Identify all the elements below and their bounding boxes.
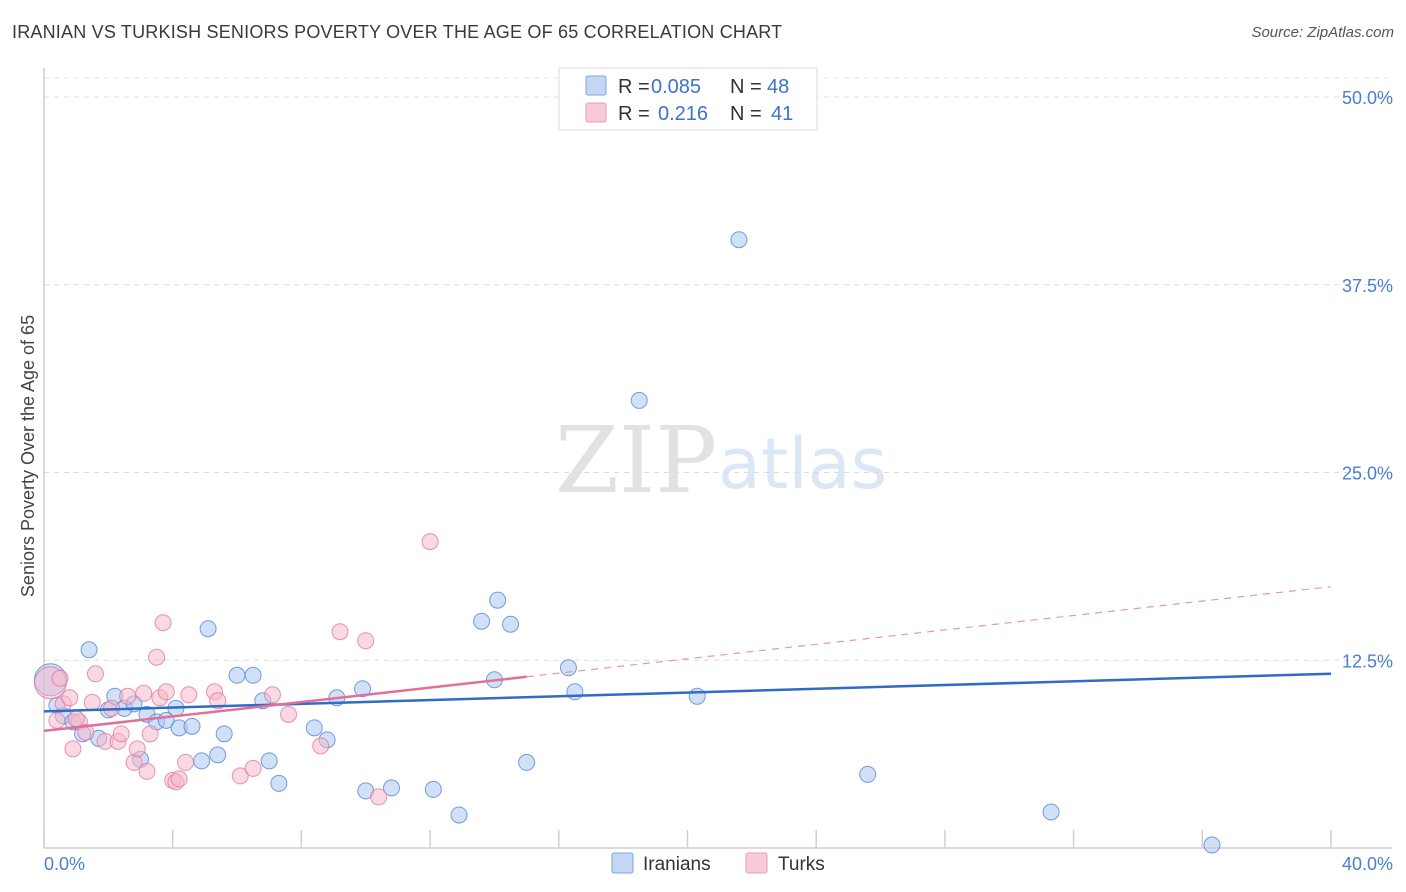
data-point bbox=[215, 725, 233, 743]
legend-swatch-turks bbox=[585, 102, 607, 123]
data-point bbox=[473, 612, 491, 630]
series-swatch-iranians bbox=[611, 852, 634, 874]
series-turks bbox=[33, 533, 439, 806]
data-point bbox=[83, 693, 101, 711]
data-point bbox=[357, 632, 375, 650]
data-point bbox=[183, 717, 201, 735]
data-point bbox=[141, 725, 159, 743]
data-point bbox=[154, 614, 172, 632]
y-tick-label: 25.0% bbox=[1342, 464, 1393, 484]
data-point bbox=[859, 765, 877, 783]
data-point bbox=[170, 770, 188, 788]
data-point bbox=[67, 710, 85, 728]
data-point bbox=[86, 665, 104, 683]
data-point bbox=[119, 687, 137, 705]
legend-r-value-2: 0.216 bbox=[658, 103, 708, 125]
data-point bbox=[51, 669, 69, 687]
y-tick-label: 37.5% bbox=[1342, 276, 1393, 296]
data-point bbox=[1042, 803, 1060, 821]
data-point bbox=[199, 620, 217, 638]
data-point bbox=[305, 719, 323, 737]
legend-swatch-iranians bbox=[585, 75, 607, 96]
data-point bbox=[244, 759, 262, 777]
data-point bbox=[180, 686, 198, 704]
data-point bbox=[421, 533, 439, 551]
series-label-turks: Turks bbox=[778, 854, 825, 875]
legend-r-label-1: R = bbox=[618, 76, 650, 98]
data-point bbox=[502, 615, 520, 633]
data-point bbox=[263, 686, 281, 704]
trend-extension-turks bbox=[526, 586, 1332, 678]
data-point bbox=[518, 753, 536, 771]
data-point bbox=[177, 753, 195, 771]
data-point bbox=[157, 683, 175, 701]
data-point bbox=[112, 725, 130, 743]
series-iranians bbox=[33, 231, 1221, 854]
data-point bbox=[228, 666, 246, 684]
y-tick-label: 50.0% bbox=[1342, 88, 1393, 108]
x-tick-label-max: 40.0% bbox=[1342, 854, 1393, 874]
chart-title: IRANIAN VS TURKISH SENIORS POVERTY OVER … bbox=[12, 22, 783, 42]
correlation-legend: R = 0.085 N = 48 R = 0.216 N = 41 bbox=[558, 67, 818, 131]
legend-n-label-1: N = bbox=[730, 76, 762, 98]
data-point bbox=[688, 687, 706, 705]
series-label-iranians: Iranians bbox=[643, 854, 711, 875]
y-tick-label: 12.5% bbox=[1342, 651, 1393, 671]
data-point bbox=[138, 762, 156, 780]
data-point bbox=[1203, 836, 1221, 854]
data-point bbox=[424, 780, 442, 798]
data-point bbox=[559, 659, 577, 677]
series-legend: Iranians Turks bbox=[611, 852, 825, 875]
data-point bbox=[244, 666, 262, 684]
data-point bbox=[64, 740, 82, 758]
data-point bbox=[370, 788, 388, 806]
legend-n-label-2: N = bbox=[730, 103, 762, 125]
legend-n-value-2: 41 bbox=[771, 103, 793, 125]
data-point bbox=[80, 641, 98, 659]
data-point bbox=[231, 767, 249, 785]
watermark-atlas: atlas bbox=[718, 423, 887, 505]
data-point bbox=[61, 689, 79, 707]
y-tick-labels: 12.5% 25.0% 37.5% 50.0% bbox=[1342, 88, 1393, 671]
axes bbox=[43, 68, 1392, 849]
data-point bbox=[128, 740, 146, 758]
data-point bbox=[566, 683, 584, 701]
data-point bbox=[312, 737, 330, 755]
data-point bbox=[209, 746, 227, 764]
legend-r-label-2: R = bbox=[618, 103, 650, 125]
trend-line-turks bbox=[43, 675, 527, 733]
data-point bbox=[280, 705, 298, 723]
data-point bbox=[260, 752, 278, 770]
data-point bbox=[331, 623, 349, 641]
data-point bbox=[730, 231, 748, 249]
source-label: Source: ZipAtlas.com bbox=[1251, 24, 1394, 41]
data-point bbox=[630, 391, 648, 409]
series-swatch-turks bbox=[745, 852, 768, 874]
data-point bbox=[48, 711, 66, 729]
data-point bbox=[382, 779, 400, 797]
data-point bbox=[193, 752, 211, 770]
x-ticks bbox=[43, 830, 1332, 848]
trend-lines bbox=[43, 586, 1332, 733]
data-point bbox=[77, 723, 95, 741]
data-point bbox=[135, 684, 153, 702]
data-point bbox=[148, 648, 166, 666]
grid-lines bbox=[44, 77, 1392, 661]
trend-line-iranians bbox=[43, 672, 1332, 713]
legend-r-value-1: 0.085 bbox=[651, 76, 701, 98]
data-point bbox=[354, 680, 372, 698]
watermark-zip: ZIP bbox=[555, 407, 717, 514]
legend-n-value-1: 48 bbox=[767, 76, 789, 98]
x-tick-label-min: 0.0% bbox=[44, 854, 85, 874]
data-point bbox=[489, 591, 507, 609]
data-point bbox=[270, 774, 288, 792]
y-axis-title: Seniors Poverty Over the Age of 65 bbox=[18, 315, 38, 597]
data-point bbox=[209, 692, 227, 710]
data-points bbox=[33, 231, 1221, 854]
data-point bbox=[450, 806, 468, 824]
